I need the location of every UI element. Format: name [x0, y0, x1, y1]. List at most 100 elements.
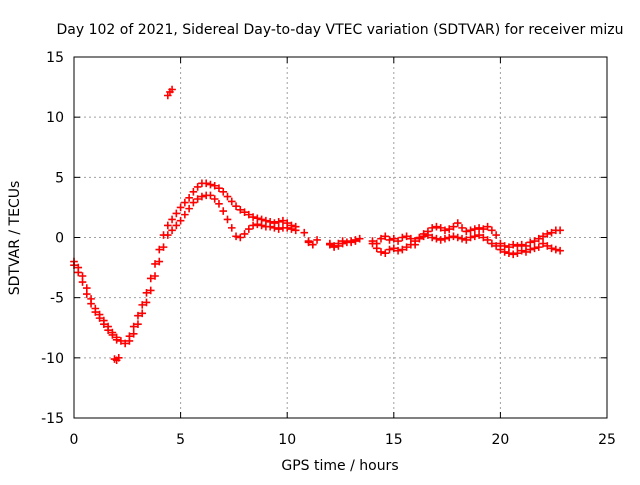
series-main-track [70, 179, 300, 348]
data-point [176, 203, 185, 212]
data-point [471, 225, 479, 233]
data-point [227, 197, 236, 206]
data-point [377, 234, 385, 243]
data-point [138, 301, 147, 309]
data-point [142, 298, 151, 307]
x-tick-label: 10 [278, 432, 296, 448]
data-point [458, 224, 466, 232]
data-point [394, 237, 402, 245]
data-point [168, 215, 176, 224]
data-point [87, 299, 95, 308]
data-point [245, 225, 253, 233]
data-point [522, 248, 530, 256]
data-point [402, 232, 411, 241]
y-tick-label: 0 [55, 231, 64, 247]
data-point [193, 195, 202, 203]
data-point [223, 192, 232, 201]
data-point [488, 226, 496, 235]
data-point [368, 239, 377, 248]
data-point [479, 225, 488, 233]
data-point [347, 238, 355, 247]
data-point [526, 245, 535, 254]
data-point [274, 225, 283, 233]
data-point [91, 308, 100, 316]
data-point [326, 240, 334, 249]
data-point [227, 224, 236, 232]
data-point [530, 244, 539, 253]
data-point [274, 218, 283, 226]
data-point [432, 222, 441, 231]
data-point [390, 244, 398, 253]
y-tick-label: 15 [46, 50, 64, 66]
data-point [428, 224, 436, 232]
grid [74, 57, 607, 418]
data-point [151, 260, 159, 268]
data-point [253, 220, 262, 229]
data-point [291, 226, 300, 235]
data-point [428, 233, 436, 242]
data-point [219, 207, 228, 215]
data-point [483, 236, 492, 244]
data-point [134, 311, 142, 320]
data-point [513, 242, 522, 250]
data-point [176, 216, 185, 225]
data-point [134, 320, 142, 328]
data-point [355, 234, 364, 243]
data-point [407, 234, 415, 243]
data-point [377, 248, 385, 256]
data-point [509, 250, 517, 259]
data-point [543, 242, 552, 250]
data-point [181, 198, 189, 207]
data-point [547, 244, 556, 253]
data-point [164, 221, 172, 230]
data-point [466, 233, 475, 242]
data-point [539, 232, 547, 241]
data-point [390, 234, 398, 243]
data-point [249, 221, 257, 230]
data-point [270, 224, 279, 232]
series-afternoon-lower-track [304, 231, 564, 259]
data-point [547, 228, 556, 237]
x-tick-label: 0 [70, 432, 79, 448]
data-point [526, 238, 535, 247]
x-tick-label: 15 [385, 432, 403, 448]
data-point [552, 245, 560, 254]
data-point [129, 329, 138, 338]
data-point [407, 240, 415, 249]
data-point [381, 249, 390, 257]
data-point [385, 236, 394, 244]
data-point [453, 233, 462, 242]
data-marks [70, 85, 564, 365]
data-point [539, 239, 547, 248]
data-point [155, 245, 164, 254]
data-point [210, 181, 219, 190]
data-point [172, 209, 181, 218]
series-outliers [110, 85, 176, 365]
data-point [556, 246, 564, 255]
x-tick-label: 20 [491, 432, 509, 448]
data-point [381, 232, 390, 241]
data-point [262, 216, 270, 225]
data-point [351, 237, 360, 245]
data-point [185, 204, 193, 213]
data-point [114, 354, 123, 362]
chart-title: Day 102 of 2021, Sidereal Day-to-day VTE… [57, 22, 624, 38]
data-point [445, 233, 454, 242]
data-point [517, 240, 526, 249]
data-point [215, 200, 223, 208]
data-point [466, 226, 475, 235]
data-point [534, 234, 543, 243]
data-point [185, 193, 193, 202]
data-point [172, 221, 181, 230]
data-point [283, 224, 291, 232]
data-point [249, 213, 257, 221]
data-point [556, 226, 564, 235]
data-point [168, 226, 176, 235]
data-point [287, 225, 296, 233]
data-point [112, 335, 121, 344]
data-point [334, 242, 343, 250]
data-point [372, 244, 381, 253]
data-point [193, 183, 202, 191]
data-point [415, 233, 424, 242]
data-point [534, 243, 543, 251]
